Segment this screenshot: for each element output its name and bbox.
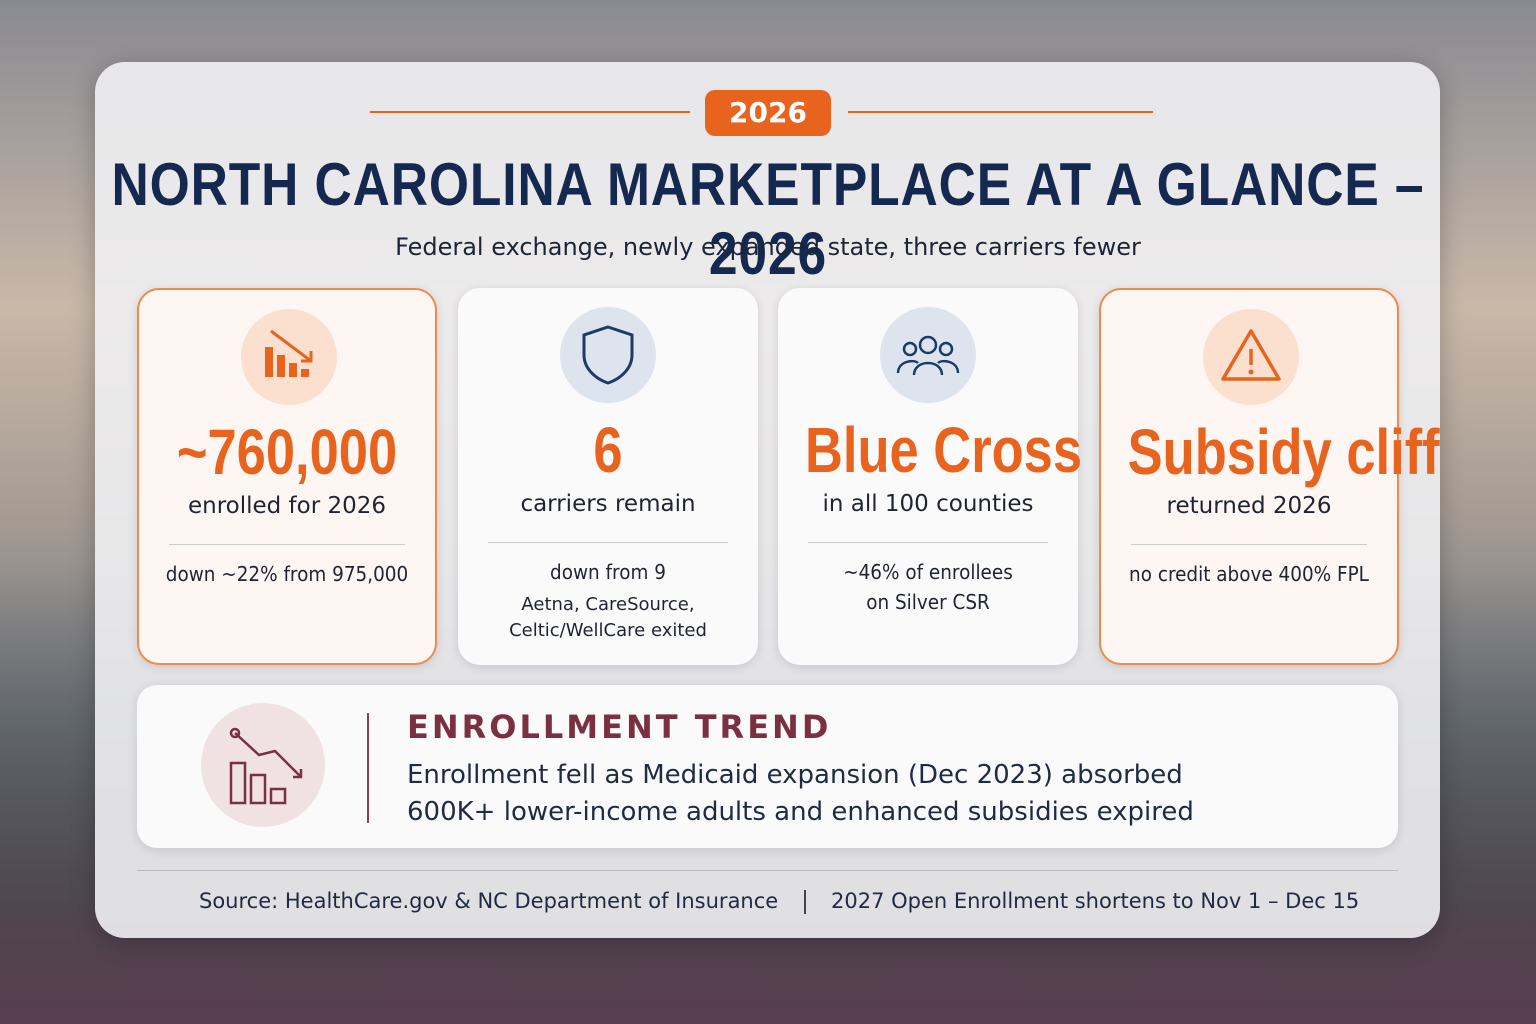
icon [265,329,313,377]
subtitle: Federal exchange, newly expanded state, … [395,233,1141,261]
trend-title: ENROLLMENT TREND [407,708,832,746]
separator [804,890,806,914]
stat-label: in all 100 counties [822,491,1034,517]
stat-value: ~760,000 [176,416,398,488]
stat-label: carriers remain [520,491,696,517]
card-icon [1203,309,1299,405]
stat-note: down from 9 [550,560,666,584]
icon [896,335,960,376]
divider [488,542,728,543]
stat-card: ~760,000 enrolled for 2026 down ~22% from … [137,288,437,665]
stat-value: Blue Cross NC [805,414,1173,486]
divider [808,542,1048,543]
trend-text: Enrollment fell as Medicaid expansion (D… [407,760,1183,790]
rule [137,870,1398,871]
rule [370,111,690,113]
card-icon [560,307,656,403]
trend-icon [201,703,325,827]
divider [1131,544,1367,545]
rule [848,111,1153,113]
stat-note: down ~22% from 975,000 [165,562,409,586]
stat-label: returned 2026 [1166,493,1332,519]
divider [169,544,405,545]
card-icon [880,307,976,403]
stat-detail: Aetna, CareSource, [521,594,695,615]
trend-text: 600K+ lower-income adults and enhanced s… [407,797,1194,827]
stat-note: ~46% of enrollees [843,560,1013,584]
stat-card: Subsidy cliff returned 2026 no credit abov… [1099,288,1440,665]
icon [1221,329,1281,381]
icon [582,325,634,385]
stat-label: enrolled for 2026 [187,493,387,519]
card-icon [241,309,337,405]
title: NORTH CAROLINA MARKETPLACE AT A GLANCE –… [111,151,1425,287]
stat-note: no credit above 400% FPL [1129,562,1369,586]
footer-note: 2027 Open Enrollment shortens to Nov 1 –… [831,889,1360,913]
stat-detail: Celtic/WellCare exited [509,620,707,641]
stat-card: Blue Cross NC in all 100 counties ~46% of … [778,288,1173,665]
year-badge: 2026 [705,90,831,136]
stat-note: on Silver CSR [866,590,990,614]
stat-card: 6 carriers remain down from 9 Aetna, CareSo… [458,288,758,665]
stat-value: Subsidy cliff [1127,416,1440,488]
trend-panel [137,685,1398,848]
stat-value: 6 [593,414,623,486]
footer-source: Source: HealthCare.gov & NC Department o… [199,889,779,913]
divider [367,713,369,823]
